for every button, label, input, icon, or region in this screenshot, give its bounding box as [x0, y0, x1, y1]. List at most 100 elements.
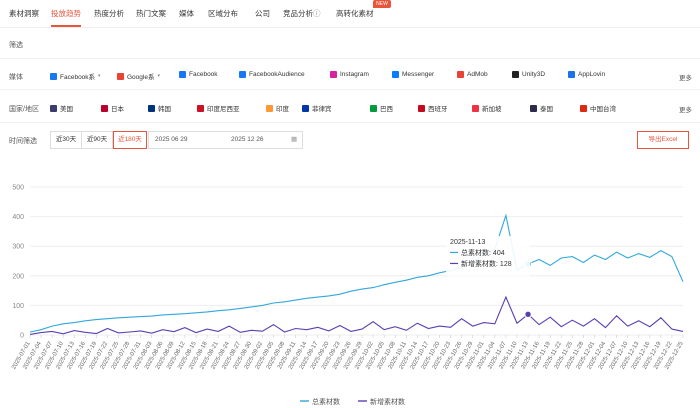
region-chip[interactable]: 菲律宾 — [302, 103, 332, 113]
tab-region[interactable]: 区域分布 — [208, 9, 238, 18]
media-chip[interactable]: AdMob — [457, 71, 488, 78]
facebook-icon — [179, 71, 186, 78]
media-more-button[interactable]: 更多 — [679, 75, 692, 82]
tooltip-row: 总素材数: 404 — [461, 248, 505, 257]
chip-label: Facebook系 — [60, 74, 96, 81]
tooltip-box — [446, 235, 531, 276]
chip-label: 美国 — [60, 106, 73, 113]
chip-label: 印度尼西亚 — [207, 106, 240, 113]
region-chip[interactable]: 印度 — [266, 103, 289, 113]
region-chip[interactable]: 西班牙 — [418, 103, 448, 113]
region-chip[interactable]: 中国台湾 — [580, 103, 616, 113]
chip-label: 中国台湾 — [590, 106, 616, 113]
tab-delivery-trend[interactable]: 投放趋势 — [51, 9, 81, 18]
date-end: 2025 12 26 — [231, 136, 264, 143]
media-chip[interactable]: FacebookAudience — [239, 71, 305, 78]
chip-label: 韩国 — [158, 106, 171, 113]
chip-label: 菲律宾 — [312, 106, 332, 113]
legend-label: 总素材数 — [312, 397, 340, 406]
ph-flag-icon — [302, 104, 309, 112]
chip-label: 巴西 — [380, 106, 393, 113]
facebook-icon — [50, 72, 57, 80]
id-flag-icon — [197, 104, 204, 112]
y-tick-label: 100 — [12, 303, 24, 310]
chip-label: Instagram — [340, 71, 369, 78]
tab-high-conversion[interactable]: 高转化素材 — [336, 9, 374, 18]
region-chip[interactable]: 新加坡 — [472, 103, 502, 113]
tab-company[interactable]: 公司 — [255, 9, 270, 18]
region-more-button[interactable]: 更多 — [679, 107, 692, 114]
tw-flag-icon — [580, 104, 587, 112]
range-30-days-button[interactable]: 近30天 — [50, 131, 82, 149]
chip-label: Messenger — [402, 71, 435, 78]
tab-competitor[interactable]: 竞品分析 — [283, 9, 313, 18]
divider — [0, 89, 700, 90]
media-chip[interactable]: Messenger — [392, 71, 434, 78]
media-chip[interactable]: Unity3D — [512, 71, 545, 78]
region-label: 国家/地区 — [9, 106, 39, 113]
export-excel-button[interactable]: 导出Excel — [637, 131, 689, 149]
time-filter-label: 时间筛选 — [9, 138, 37, 145]
region-chip[interactable]: 泰国 — [530, 103, 553, 113]
info-icon[interactable]: ⓘ — [313, 9, 321, 18]
chip-label: AppLovin — [578, 71, 606, 78]
media-label: 媒体 — [9, 74, 23, 81]
region-chip[interactable]: 巴西 — [370, 103, 393, 113]
us-flag-icon — [50, 104, 57, 112]
media-chip[interactable]: Google系 ▾ — [117, 71, 160, 81]
messenger-icon — [392, 71, 399, 78]
filter-label: 筛选 — [9, 42, 23, 49]
chip-label: 新加坡 — [482, 106, 502, 113]
th-flag-icon — [530, 104, 537, 112]
chip-label: AdMob — [467, 71, 488, 78]
unity-icon — [512, 71, 519, 78]
trend-chart: 01002003004005002025-07-012025-07-042025… — [11, 185, 685, 407]
sg-flag-icon — [472, 104, 479, 112]
region-chip[interactable]: 日本 — [101, 103, 124, 113]
chip-label: Google系 — [127, 74, 155, 81]
tooltip-date: 2025-11-13 — [450, 239, 485, 246]
chip-label: 日本 — [111, 106, 124, 113]
region-chip[interactable]: 美国 — [50, 103, 73, 113]
region-chip[interactable]: 韩国 — [148, 103, 171, 113]
in-flag-icon — [266, 104, 273, 112]
chip-label: FacebookAudience — [249, 71, 305, 78]
date-range-picker[interactable]: 2025 06 29 2025 12 26 ▦ — [148, 131, 303, 149]
media-chip[interactable]: Facebook — [179, 71, 218, 78]
tab-heat-analysis[interactable]: 热度分析 — [94, 9, 124, 18]
series-line-new — [29, 295, 684, 335]
tab-hot-copy[interactable]: 热门文案 — [136, 9, 166, 18]
chip-label: Facebook — [189, 71, 218, 78]
highlight-point — [524, 310, 532, 318]
kr-flag-icon — [148, 104, 155, 112]
br-flag-icon — [370, 104, 377, 112]
admob-icon — [457, 71, 464, 78]
calendar-icon: ▦ — [291, 136, 298, 143]
tab-material-insight[interactable]: 素材洞察 — [9, 9, 39, 18]
tab-media[interactable]: 媒体 — [179, 9, 194, 18]
active-tab-underline — [51, 25, 81, 27]
chip-label: 西班牙 — [428, 106, 448, 113]
media-chip[interactable]: Instagram — [330, 71, 369, 78]
top-nav: 素材洞察 投放趋势 热度分析 热门文案 媒体 区域分布 公司 竞品分析 ⓘ 高转… — [0, 0, 700, 28]
es-flag-icon — [418, 104, 425, 112]
media-chip[interactable]: AppLovin — [568, 71, 605, 78]
y-tick-label: 500 — [12, 185, 24, 192]
chip-label: 泰国 — [540, 106, 553, 113]
instagram-icon — [330, 71, 337, 78]
divider — [0, 122, 700, 123]
divider — [0, 58, 700, 59]
audience-network-icon — [239, 71, 246, 78]
chip-label: 印度 — [276, 106, 289, 113]
applovin-icon — [568, 71, 575, 78]
range-90-days-button[interactable]: 近90天 — [81, 131, 113, 149]
y-tick-label: 0 — [20, 333, 24, 340]
new-badge: NEW — [373, 0, 391, 8]
series-line-total — [29, 213, 684, 333]
y-tick-label: 200 — [12, 273, 24, 280]
media-chip[interactable]: Facebook系 ▾ — [50, 71, 101, 81]
range-180-days-button[interactable]: 近180天 — [113, 131, 147, 149]
region-chip[interactable]: 印度尼西亚 — [197, 103, 240, 113]
date-start: 2025 06 29 — [155, 136, 188, 143]
tooltip-row: 新增素材数: 128 — [461, 259, 512, 268]
